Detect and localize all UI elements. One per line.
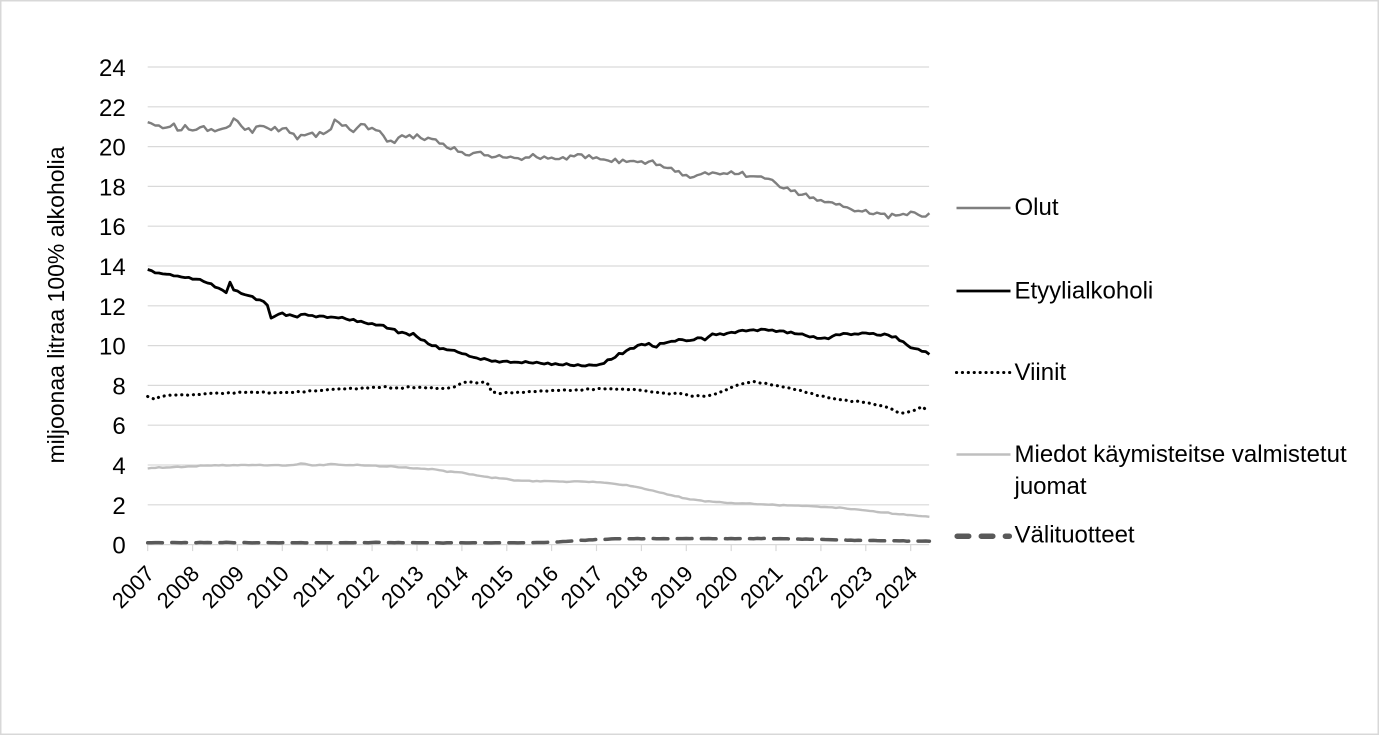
svg-text:6: 6 (112, 413, 125, 440)
svg-text:Viinit: Viinit (1015, 359, 1067, 386)
svg-text:Miedot käymisteitse valmistetu: Miedot käymisteitse valmistetut (1015, 441, 1347, 468)
svg-text:12: 12 (99, 294, 126, 321)
svg-text:14: 14 (99, 254, 126, 281)
svg-text:Olut: Olut (1015, 194, 1059, 221)
svg-text:24: 24 (99, 55, 126, 82)
svg-text:22: 22 (99, 95, 126, 122)
svg-text:miljoonaa litraa 100% alkoholi: miljoonaa litraa 100% alkoholia (43, 146, 69, 463)
svg-text:Etyylialkoholi: Etyylialkoholi (1015, 277, 1154, 304)
svg-text:8: 8 (112, 373, 125, 400)
svg-text:20: 20 (99, 135, 126, 162)
svg-text:16: 16 (99, 214, 126, 241)
svg-text:4: 4 (112, 453, 125, 480)
svg-text:10: 10 (99, 334, 126, 361)
svg-text:18: 18 (99, 174, 126, 201)
svg-text:2: 2 (112, 493, 125, 520)
svg-text:0: 0 (112, 533, 125, 560)
svg-text:juomat: juomat (1014, 473, 1087, 500)
svg-text:Välituotteet: Välituotteet (1015, 522, 1135, 549)
